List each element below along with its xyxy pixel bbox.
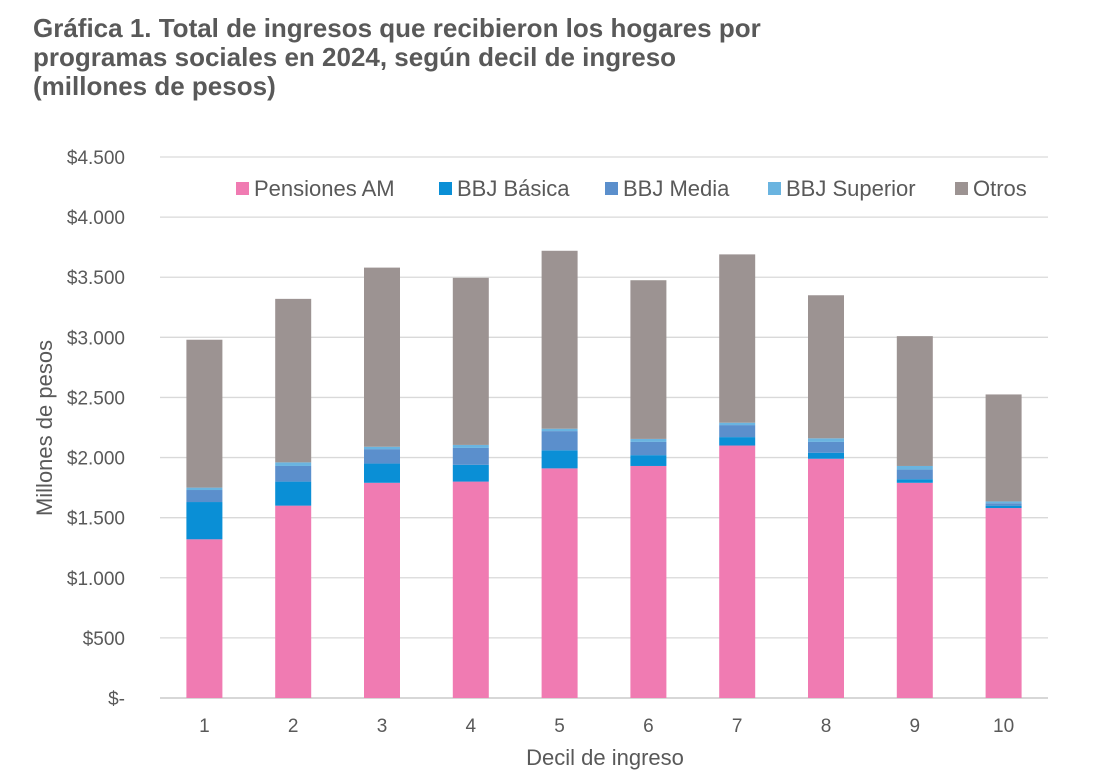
bar-segment xyxy=(808,295,844,439)
legend-swatch xyxy=(605,182,618,195)
bar-segment xyxy=(275,298,312,463)
y-tick-label: $4.500 xyxy=(67,148,125,169)
bar-segment xyxy=(275,481,312,506)
bar-segment xyxy=(186,490,223,503)
axes: $- $500 $1.000 $1.500 $2.000 $2.500 $3.000 $3.5… xyxy=(67,148,1014,737)
bar-segment xyxy=(541,431,578,451)
x-tick-label: 6 xyxy=(643,716,654,737)
y-tick-label: $3.500 xyxy=(67,268,125,289)
x-tick-label: 3 xyxy=(377,716,388,737)
bar-segment xyxy=(452,444,489,448)
chart-title: Gráfica 1. Total de ingresos que recibie… xyxy=(33,14,1033,101)
legend-label: BBJ Superior xyxy=(786,176,916,201)
bar-segment xyxy=(364,449,400,464)
bar-segment xyxy=(896,482,933,698)
chart-title-line-1: Gráfica 1. Total de ingresos que recibie… xyxy=(33,13,761,43)
bar-segment xyxy=(719,254,756,423)
bar-segment xyxy=(985,505,1022,509)
bar-segment xyxy=(186,502,223,540)
bar-segment xyxy=(719,437,756,446)
bar-segment xyxy=(630,455,667,466)
legend-label: Pensiones AM xyxy=(254,176,395,201)
bar-segment xyxy=(985,508,1022,698)
x-tick-label: 5 xyxy=(554,716,565,737)
y-tick-label: $4.000 xyxy=(67,208,125,229)
legend-label: Otros xyxy=(973,176,1027,201)
bar-segment xyxy=(896,465,933,470)
legend-swatch xyxy=(768,182,781,195)
bar-segment xyxy=(541,250,578,429)
x-axis-title: Decil de ingreso xyxy=(526,745,684,770)
bar-segment xyxy=(275,465,312,482)
x-tick-label: 4 xyxy=(466,716,477,737)
y-axis-title: Millones de pesos xyxy=(32,340,57,516)
y-tick-label: $1.500 xyxy=(67,509,125,530)
x-tick-label: 9 xyxy=(910,716,921,737)
bar-segment xyxy=(808,441,844,453)
bar-segment xyxy=(452,447,489,465)
y-tick-label: $3.000 xyxy=(67,328,125,349)
bar-segment xyxy=(896,336,933,466)
legend-label: BBJ Básica xyxy=(457,176,570,201)
legend-swatch xyxy=(439,182,452,195)
x-tick-label: 1 xyxy=(199,716,210,737)
bar-segment xyxy=(630,441,667,456)
y-tick-label: $2.500 xyxy=(67,388,125,409)
bar-segment xyxy=(364,267,400,447)
chart-title-line-2: programas sociales en 2024, según decil … xyxy=(33,42,677,72)
y-tick-label: $2.000 xyxy=(67,449,125,470)
chart-title-line-3: (millones de pesos) xyxy=(33,71,276,101)
legend-swatch xyxy=(955,182,968,195)
x-tick-label: 2 xyxy=(288,716,299,737)
bar-segment xyxy=(630,438,667,442)
bar-segment xyxy=(719,422,756,426)
bar-segment xyxy=(541,450,578,469)
bar-segment xyxy=(186,339,223,488)
bar-segment xyxy=(541,468,578,698)
x-tick-label: 7 xyxy=(732,716,743,737)
bar-segment xyxy=(186,487,223,491)
bar-segment xyxy=(808,458,844,698)
bar-segment xyxy=(896,479,933,483)
bar-segment xyxy=(275,505,312,698)
bar-segment xyxy=(452,481,489,698)
bar-segment xyxy=(452,277,489,445)
bar-segment xyxy=(808,452,844,459)
bar-segment xyxy=(275,462,312,466)
bar-segment xyxy=(186,539,223,698)
bar-segment xyxy=(364,446,400,450)
bar-segment xyxy=(808,438,844,442)
bar-segment xyxy=(364,463,400,483)
y-tick-label: $500 xyxy=(83,629,125,650)
x-tick-label: 8 xyxy=(821,716,832,737)
x-tick-label: 10 xyxy=(993,716,1014,737)
bar-segment xyxy=(719,425,756,438)
bar-segment xyxy=(630,280,667,439)
bar-segment xyxy=(630,465,667,698)
bar-segment xyxy=(985,503,1022,506)
y-tick-label: $1.000 xyxy=(67,569,125,590)
legend: Pensiones AM BBJ Básica BBJ Media BBJ Super… xyxy=(236,176,1027,201)
bar-segment xyxy=(719,445,756,698)
bar-segment xyxy=(896,469,933,480)
y-tick-label: $- xyxy=(108,689,125,710)
bar-segment xyxy=(452,464,489,482)
bar-segment xyxy=(541,428,578,432)
bars xyxy=(186,250,1022,698)
bar-segment xyxy=(985,501,1022,504)
bar-segment xyxy=(364,482,400,698)
legend-swatch xyxy=(236,182,249,195)
legend-label: BBJ Media xyxy=(623,176,730,201)
bar-segment xyxy=(985,394,1022,502)
